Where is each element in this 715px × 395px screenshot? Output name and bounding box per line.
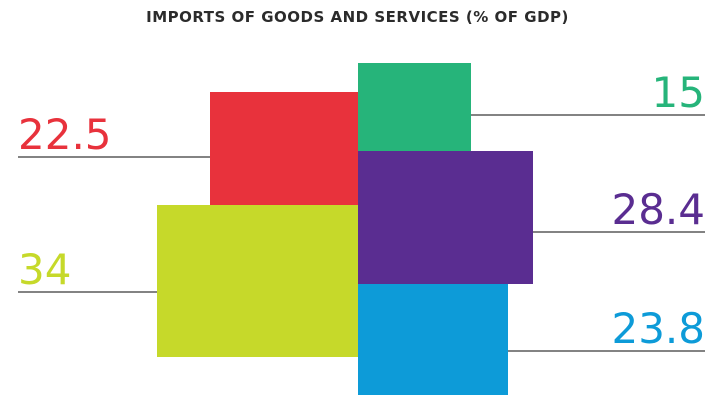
value-label-28-4: 28.4: [611, 185, 705, 234]
bar-34: [157, 205, 358, 357]
bar-28-4: [358, 151, 533, 284]
value-label-23-8: 23.8: [611, 304, 705, 353]
bar-22-5: [210, 92, 358, 205]
bar-15: [358, 63, 471, 152]
value-label-15: 15: [652, 68, 705, 117]
labels-layer: 22.5 34 15 28.4 23.8: [18, 68, 705, 353]
leaders-layer: [18, 114, 705, 352]
value-label-22-5: 22.5: [18, 110, 112, 159]
bars-layer: [157, 63, 533, 395]
chart-title: IMPORTS OF GOODS AND SERVICES (% OF GDP): [146, 8, 569, 26]
bar-23-8: [358, 284, 508, 395]
value-label-34: 34: [18, 245, 71, 294]
